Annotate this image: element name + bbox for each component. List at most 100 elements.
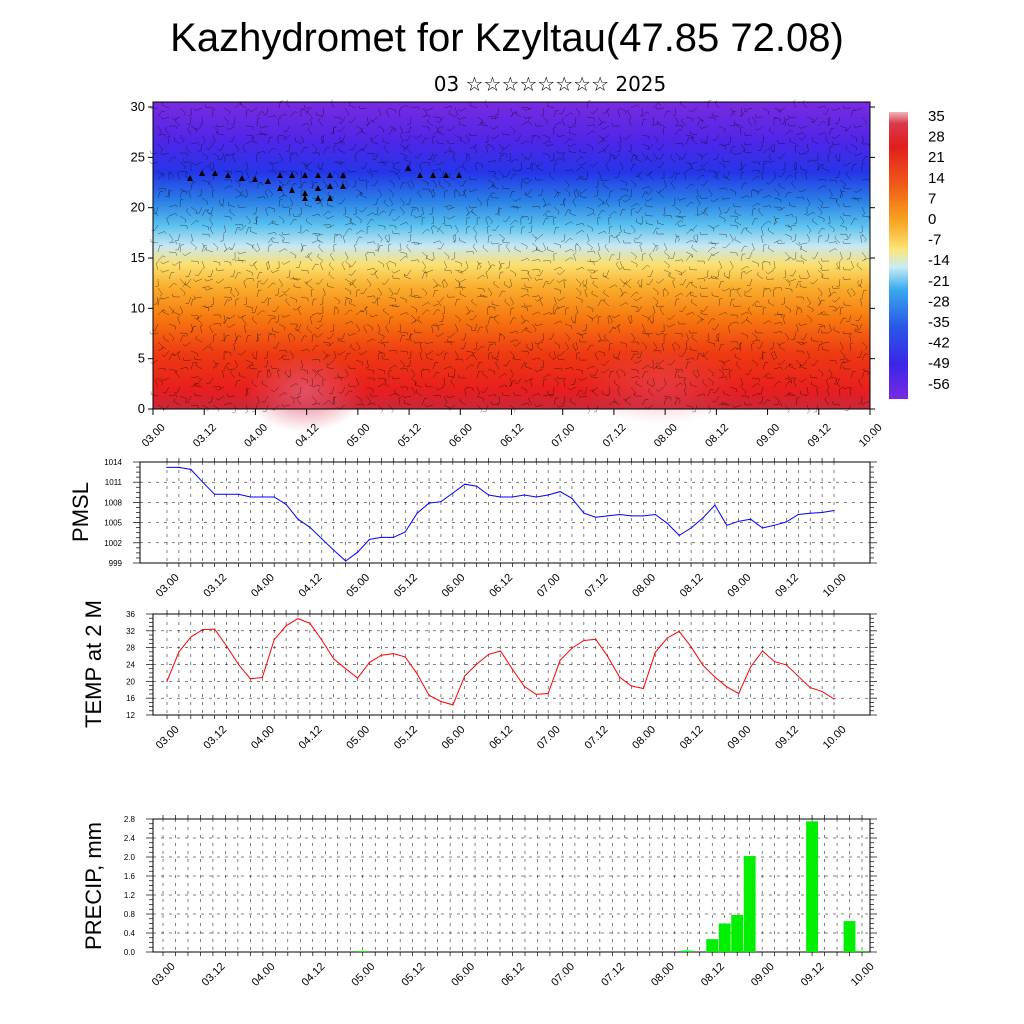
wind-barb-flag [716, 333, 719, 336]
wind-barb-flag [349, 309, 353, 312]
wind-barb [195, 338, 203, 343]
wind-barb-flag [504, 298, 507, 302]
wind-barb-flag [769, 194, 772, 198]
wind-barb [553, 164, 556, 172]
wind-barb [415, 134, 423, 139]
wind-barb-flag [312, 334, 316, 336]
wind-barb [300, 269, 308, 272]
wind-barb [674, 173, 677, 181]
wind-barb [393, 233, 401, 235]
wind-barb [443, 404, 451, 409]
wind-barb-flag [209, 324, 212, 328]
wind-barb-flag [849, 342, 853, 345]
wind-barb-flag [155, 378, 158, 381]
wind-barb-flag [607, 108, 610, 111]
wind-barb-flag [386, 108, 389, 111]
wind-barb [448, 206, 456, 210]
wind-barb [426, 257, 434, 262]
wind-barb [209, 377, 214, 385]
wind-barb-flag [712, 246, 716, 249]
wind-barb [388, 170, 396, 173]
wind-barb-flag [678, 374, 680, 378]
wind-barb [746, 319, 753, 325]
wind-barb-flag [296, 278, 299, 282]
wind-barb [196, 125, 203, 131]
wind-barb [779, 346, 786, 352]
wind-barb [839, 191, 843, 199]
wind-barb-flag [203, 140, 206, 144]
wind-barb-flag [617, 324, 621, 327]
wind-barb [718, 359, 725, 365]
wind-barb-flag [843, 355, 846, 359]
wind-barb-flag [733, 203, 735, 207]
wind-barb [616, 236, 621, 244]
wind-barb-flag [813, 159, 816, 163]
wind-barb-flag [638, 285, 642, 287]
wind-barb [317, 256, 324, 262]
wind-barb [157, 110, 162, 118]
wind-barb-flag [592, 309, 594, 313]
wind-barb-flag [373, 252, 375, 256]
wind-barb [789, 224, 797, 227]
wind-barb [635, 359, 643, 364]
wind-barb [365, 182, 368, 190]
wind-barb [341, 386, 346, 394]
wind-barb [592, 386, 599, 392]
wind-barb [157, 404, 165, 409]
wind-barb-flag [473, 144, 477, 147]
wind-barb-flag [833, 229, 835, 233]
wind-barb [344, 260, 351, 266]
wind-barb-flag [600, 371, 604, 374]
wind-barb [492, 358, 500, 361]
wind-barb-flag [416, 309, 418, 313]
wind-barb-flag [744, 182, 748, 184]
y-tick-label: 1005 [104, 519, 122, 528]
wind-barb [300, 335, 305, 343]
wind-barb-flag [278, 117, 282, 120]
wind-barb [575, 314, 577, 322]
wind-barb [487, 179, 495, 184]
wind-barb [497, 107, 500, 115]
wind-barb-flag [452, 240, 456, 243]
wind-barb [255, 206, 258, 214]
wind-pennant [289, 187, 295, 193]
wind-barb-flag [553, 126, 557, 129]
wind-barb [263, 278, 269, 285]
wind-barb-flag [318, 244, 321, 247]
wind-barb-flag [215, 388, 219, 391]
wind-barb [839, 224, 847, 228]
wind-barb [311, 335, 313, 343]
wind-barb [670, 183, 676, 190]
wind-barb [525, 286, 533, 289]
wind-barb [471, 301, 478, 307]
wind-barb [682, 278, 687, 286]
wind-barb-flag [787, 122, 790, 126]
wind-barb [190, 299, 193, 307]
wind-barb [179, 278, 185, 285]
wind-barb-flag [736, 124, 739, 128]
wind-barb-flag [618, 141, 622, 144]
wind-barb [839, 179, 846, 185]
wind-barb-flag [723, 173, 725, 177]
wind-barb [833, 107, 841, 111]
wind-barb-flag [175, 394, 178, 398]
wind-barb-flag [480, 326, 484, 328]
wind-barb [459, 116, 467, 120]
wind-barb-flag [149, 150, 152, 154]
wind-barb [497, 350, 500, 358]
wind-barb-flag [645, 346, 647, 350]
wind-barb [487, 353, 490, 361]
wind-barb [608, 152, 616, 157]
wind-barb [234, 179, 241, 185]
wind-barb-flag [701, 319, 703, 323]
wind-barb [520, 215, 528, 218]
wind-barb-flag [149, 331, 152, 335]
wind-barb-flag [257, 249, 260, 252]
wind-barb-flag [789, 174, 793, 177]
wind-barb-flag [459, 398, 462, 402]
data-point [190, 468, 192, 471]
wind-barb-flag [439, 240, 442, 244]
wind-barb-flag [417, 259, 420, 263]
wind-barb-flag [491, 401, 493, 405]
wind-barb [234, 299, 237, 307]
